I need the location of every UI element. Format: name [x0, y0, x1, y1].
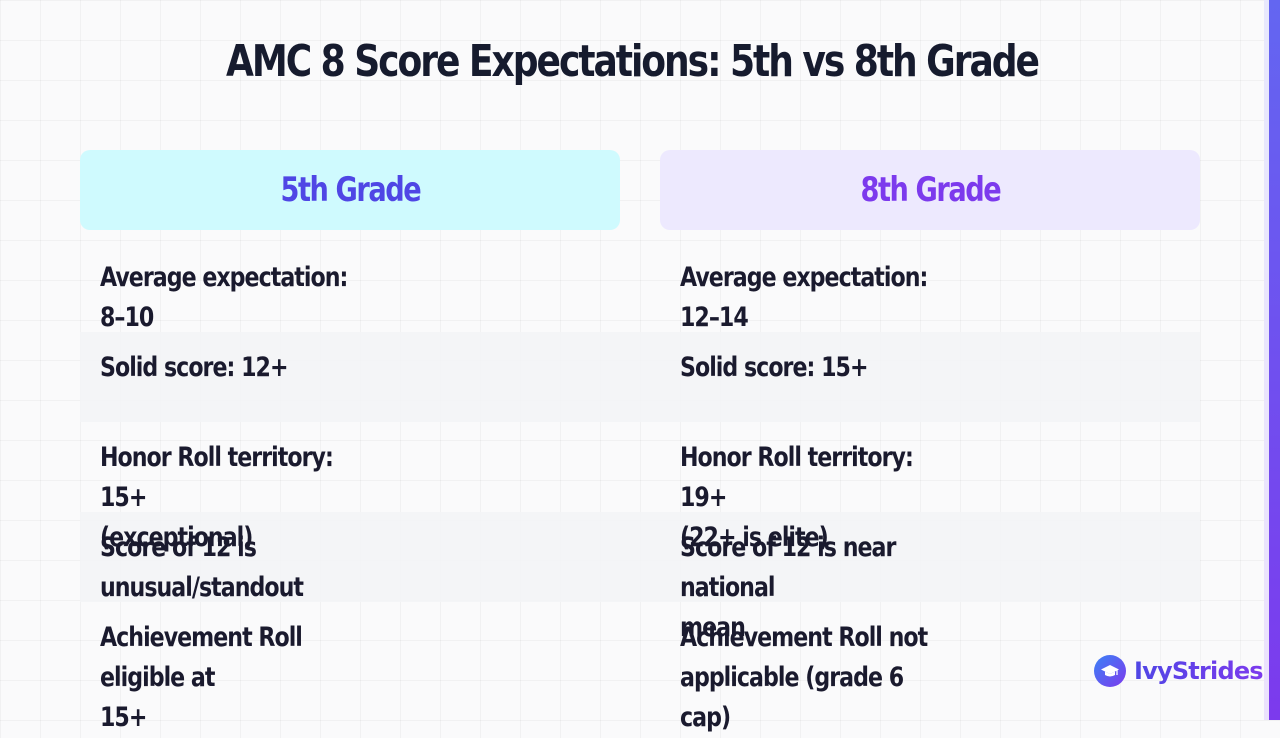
cell-8th-honor-roll: Honor Roll territory: 19+ (22+ is elite) — [680, 442, 914, 553]
row-band — [80, 512, 1200, 602]
cell-8th-score-12: Score of 12 is near national mean — [680, 532, 896, 643]
brand-logo: IvyStrides — [1094, 655, 1264, 687]
cell-8th-average: Average expectation: 12–14 — [680, 262, 928, 333]
cell-5th-score-12: Score of 12 is unusual/standout — [100, 532, 304, 603]
cell-5th-average: Average expectation: 8–10 — [100, 262, 348, 333]
cell-5th-solid: Solid score: 12+ — [100, 352, 289, 383]
column-header-8th-grade: 8th Grade — [660, 150, 1200, 230]
graduation-cap-icon — [1094, 655, 1126, 687]
page-title: AMC 8 Score Expectations: 5th vs 8th Gra… — [226, 36, 1040, 87]
row-band — [80, 332, 1200, 422]
column-header-label: 5th Grade — [280, 170, 421, 210]
brand-name: IvyStrides — [1134, 657, 1264, 685]
cell-5th-achievement-roll: Achievement Roll eligible at 15+ — [100, 622, 303, 733]
column-header-5th-grade: 5th Grade — [80, 150, 620, 230]
cell-8th-achievement-roll: Achievement Roll not applicable (grade 6… — [680, 622, 928, 733]
cell-5th-honor-roll: Honor Roll territory: 15+ (exceptional) — [100, 442, 334, 553]
cell-8th-solid: Solid score: 15+ — [680, 352, 869, 383]
accent-bar — [1264, 0, 1280, 720]
column-header-label: 8th Grade — [860, 170, 1001, 210]
